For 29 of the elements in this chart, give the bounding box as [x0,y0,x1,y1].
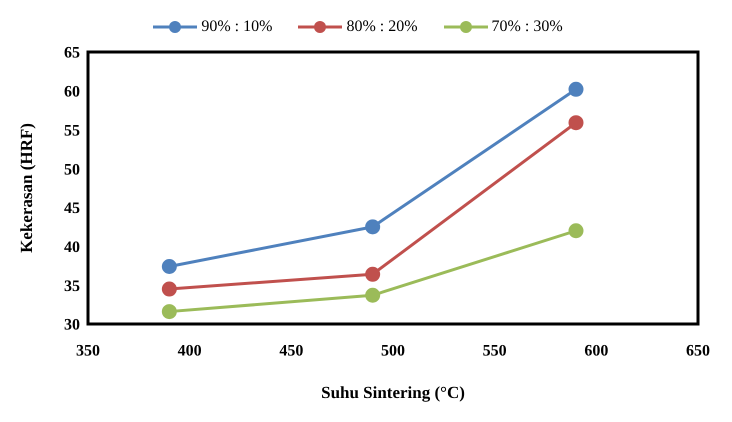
legend-label: 70% : 30% [492,18,563,36]
y-tick-label: 45 [64,200,80,218]
y-tick-label: 35 [64,278,80,295]
x-tick-label: 650 [686,342,710,360]
legend-label: 80% : 20% [346,18,418,36]
legend-label: 90% : 10% [201,18,272,36]
point [365,219,380,234]
y-axis-title: Kekerasan (HRF) [17,123,36,253]
y-tick-label: 40 [64,238,80,256]
y-tick-label: 50 [64,161,80,178]
x-axis-title: Suhu Sintering (°C) [321,383,465,402]
point [162,282,177,297]
point [162,258,177,274]
point [365,266,380,282]
point [568,223,584,238]
x-tick-label: 450 [279,342,304,360]
y-tick-label: 55 [64,122,80,140]
x-tick-label: 500 [381,342,405,360]
x-tick-label: 550 [482,342,507,360]
y-tick-label: 30 [64,316,80,334]
x-tick-label: 400 [178,342,202,360]
point [162,304,177,320]
point [568,82,584,97]
y-tick-label: 60 [64,84,80,101]
x-tick-label: 350 [76,342,100,360]
point [568,115,584,130]
x-tick-label: 600 [584,342,608,360]
y-tick-label: 65 [64,44,80,62]
point [365,288,380,303]
